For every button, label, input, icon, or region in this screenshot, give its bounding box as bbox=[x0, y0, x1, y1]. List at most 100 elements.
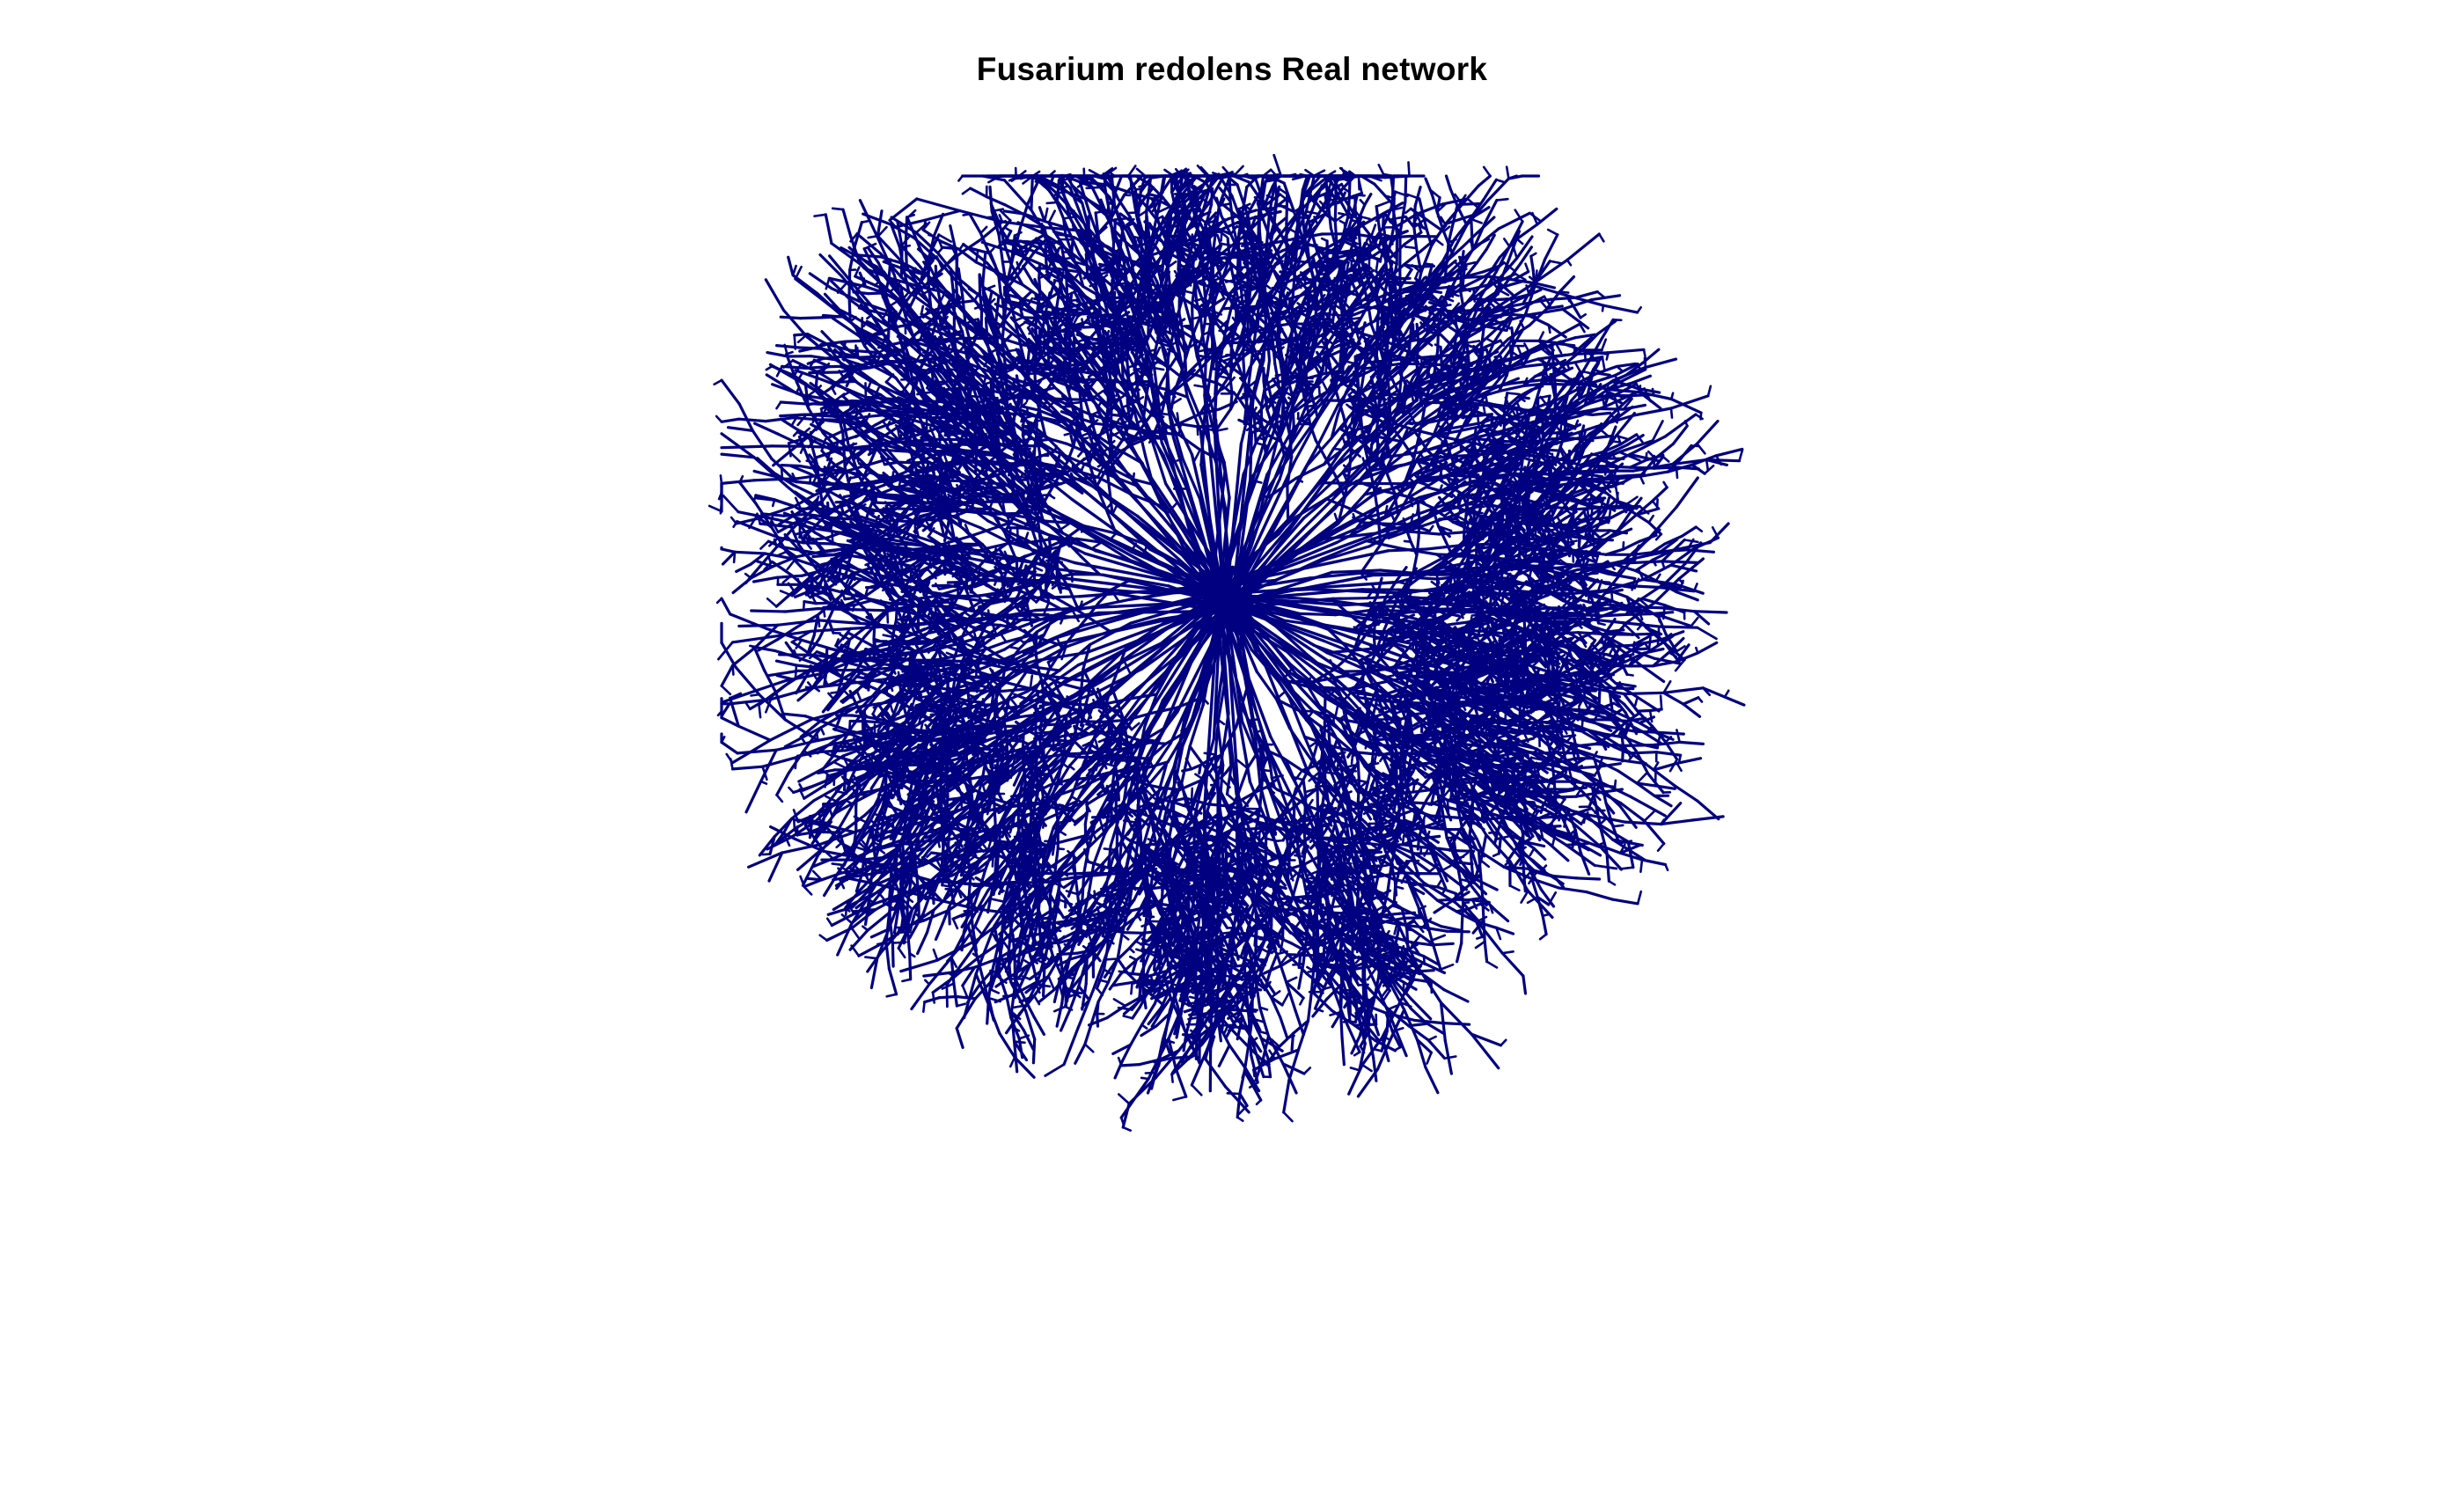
hypha-edge bbox=[1074, 876, 1081, 906]
hypha-edge bbox=[1353, 857, 1358, 874]
hypha-edge bbox=[1359, 781, 1367, 788]
hypha-edge bbox=[1652, 761, 1679, 772]
hypha-edge bbox=[1548, 843, 1570, 862]
hypha-edge bbox=[1394, 1045, 1402, 1052]
hypha-edge bbox=[1460, 787, 1464, 796]
hypha-edge bbox=[1112, 998, 1126, 1008]
hypha-edge bbox=[1379, 751, 1405, 757]
hypha-edge bbox=[1648, 709, 1654, 723]
hypha-edge bbox=[1282, 619, 1320, 627]
hypha-edge bbox=[1407, 1024, 1430, 1042]
hypha-edge bbox=[1236, 766, 1250, 796]
hypha-edge bbox=[1635, 781, 1656, 798]
hypha-edge bbox=[1560, 797, 1566, 805]
hypha-edge bbox=[1640, 582, 1667, 600]
hypha-edge bbox=[1228, 1044, 1247, 1070]
hypha-edge bbox=[1485, 697, 1491, 718]
hypha-edge bbox=[1341, 697, 1346, 713]
hypha-edge bbox=[1647, 636, 1652, 650]
hypha-edge bbox=[1105, 784, 1111, 794]
hypha-edge bbox=[1678, 740, 1705, 746]
hypha-edge bbox=[1522, 974, 1528, 995]
hypha-edge bbox=[1280, 993, 1290, 1007]
hypha-edge bbox=[1639, 743, 1660, 750]
hypha-edge bbox=[1306, 989, 1314, 1023]
hypha-edge bbox=[1530, 732, 1553, 739]
hypha-edge bbox=[1322, 639, 1364, 658]
hypha-edge bbox=[1625, 673, 1634, 677]
hypha-edge bbox=[1583, 685, 1626, 696]
hypha-edge bbox=[1426, 664, 1438, 669]
hypha-edge bbox=[1157, 1058, 1162, 1067]
hypha-edge bbox=[1279, 1016, 1289, 1040]
hypha-edge bbox=[1455, 849, 1476, 853]
hypha-edge bbox=[1368, 664, 1373, 674]
hypha-edge bbox=[1682, 696, 1700, 706]
hypha-edge bbox=[1285, 976, 1298, 984]
hypha-edge bbox=[1569, 741, 1592, 751]
hypha-edge bbox=[1569, 742, 1574, 752]
hypha-edge bbox=[1493, 908, 1510, 923]
hypha-edge bbox=[1276, 839, 1285, 843]
hypha-edge bbox=[1501, 950, 1514, 955]
hypha-edge bbox=[1477, 849, 1483, 877]
hypha-edge bbox=[1354, 928, 1360, 938]
hypha-edge bbox=[1144, 1071, 1157, 1074]
hypha-edge bbox=[1610, 692, 1622, 699]
hypha-edge bbox=[1356, 863, 1360, 892]
hypha-edge bbox=[1314, 836, 1341, 840]
hypha-edge bbox=[1446, 929, 1470, 934]
hypha-edge bbox=[1701, 686, 1727, 699]
hypha-edge bbox=[1633, 695, 1639, 707]
hypha-edge bbox=[1338, 837, 1364, 841]
hypha-edge bbox=[1702, 686, 1712, 697]
hypha-edge bbox=[1348, 1020, 1357, 1023]
hypha-edge bbox=[1299, 996, 1305, 1006]
hypha-edge bbox=[1599, 737, 1616, 749]
hypha-edge bbox=[1675, 757, 1703, 766]
hypha-edge bbox=[1479, 859, 1491, 869]
hypha-edge bbox=[1566, 786, 1588, 791]
hypha-edge bbox=[1422, 955, 1426, 966]
hypha-edge bbox=[1500, 1038, 1507, 1047]
hypha-edge bbox=[1269, 766, 1273, 780]
hypha-edge bbox=[1478, 873, 1485, 899]
hypha-edge bbox=[1455, 942, 1463, 964]
hypha-edge bbox=[1113, 1060, 1124, 1080]
hypha-edge bbox=[1327, 722, 1331, 738]
hypha-edge bbox=[1328, 905, 1341, 909]
hypha-edge bbox=[1636, 708, 1652, 713]
hypha-edge bbox=[1457, 596, 1468, 601]
hypha-edge bbox=[1381, 912, 1402, 917]
hypha-edge bbox=[1439, 1001, 1473, 1036]
hypha-edge bbox=[1312, 643, 1360, 664]
hypha-edge bbox=[1402, 638, 1415, 643]
hypha-edge bbox=[1433, 746, 1450, 752]
hypha-edge bbox=[1128, 955, 1138, 962]
hypha-edge bbox=[1241, 1067, 1247, 1079]
hypha-edge bbox=[1120, 930, 1145, 935]
hypha-edge bbox=[1318, 910, 1344, 915]
hypha-edge bbox=[1409, 997, 1433, 1021]
hypha-edge bbox=[1424, 1066, 1440, 1095]
hypha-edge bbox=[1520, 890, 1529, 904]
hypha-edge bbox=[1418, 576, 1439, 581]
hypha-edge bbox=[1436, 878, 1443, 889]
hypha-edge bbox=[1425, 834, 1441, 840]
hypha-edge bbox=[1585, 890, 1615, 901]
hypha-edge bbox=[1316, 623, 1354, 633]
hypha-edge bbox=[1492, 831, 1500, 846]
hypha-edge bbox=[1643, 810, 1655, 823]
hypha-edge bbox=[1656, 842, 1666, 853]
hypha-edge bbox=[1632, 730, 1661, 734]
hypha-edge bbox=[1530, 876, 1560, 890]
hypha-edge bbox=[1356, 895, 1361, 914]
hypha-edge bbox=[1357, 659, 1404, 676]
hypha-edge bbox=[1675, 651, 1699, 664]
hypha-edge bbox=[1405, 928, 1410, 950]
hypha-edge bbox=[1373, 749, 1379, 764]
hypha-edge bbox=[1509, 685, 1523, 689]
hypha-edge bbox=[1287, 1048, 1301, 1082]
hypha-edge bbox=[1353, 1051, 1361, 1057]
hypha-edge bbox=[1451, 620, 1470, 626]
